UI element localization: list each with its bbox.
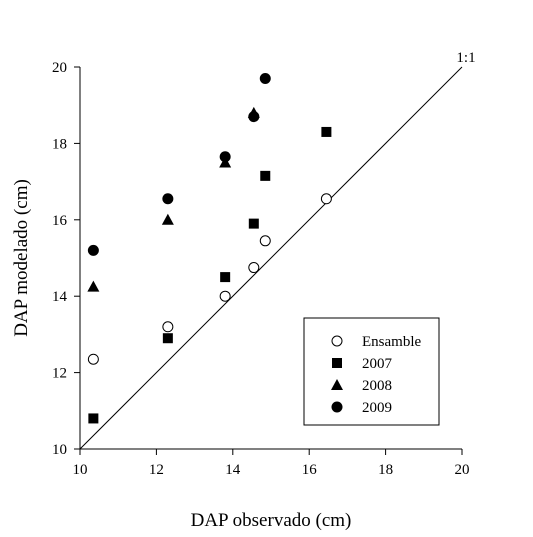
legend-label-2007: 2007: [362, 356, 393, 372]
legend-marker-2007: [332, 358, 342, 368]
point-2007: [162, 333, 173, 344]
point-2009: [259, 72, 271, 84]
data-points: [87, 72, 332, 424]
plot-area: 10 12 14 16 18 20 10 12 14 16 18 20 1:1: [52, 50, 476, 478]
y-tick-label: 16: [52, 213, 68, 229]
y-tick-label: 18: [52, 136, 67, 152]
point-ensamble: [162, 321, 174, 333]
point-2008: [161, 213, 174, 225]
legend-label-2008: 2008: [362, 378, 392, 394]
point-2009: [219, 151, 231, 163]
y-axis-title: DAP modelado (cm): [11, 179, 32, 337]
legend-box: [303, 317, 440, 426]
x-tick-label: 10: [73, 462, 88, 478]
point-ensamble: [320, 193, 332, 205]
point-ensamble: [248, 262, 260, 274]
legend-label-2009: 2009: [362, 400, 392, 416]
point-ensamble: [219, 290, 231, 302]
y-tick-label: 14: [52, 289, 68, 305]
x-axis-title: DAP observado (cm): [191, 510, 352, 531]
legend: Ensamble 2007 2008 2009: [303, 317, 440, 426]
y-tick-label: 10: [52, 442, 67, 458]
point-2007: [88, 413, 99, 424]
x-tick-label: 18: [378, 462, 393, 478]
point-2009: [162, 193, 174, 205]
point-ensamble: [87, 353, 99, 365]
point-2008: [87, 280, 100, 292]
x-tick-label: 20: [455, 462, 470, 478]
point-2007: [248, 218, 259, 229]
point-2007: [220, 272, 231, 283]
legend-label-ensamble: Ensamble: [362, 334, 421, 350]
point-2009: [87, 244, 99, 256]
legend-marker-2009: [331, 401, 343, 413]
point-ensamble: [259, 235, 271, 247]
legend-marker-ensamble: [331, 335, 343, 347]
y-axis-ticks: 10 12 14 16 18 20: [52, 60, 80, 458]
point-2009: [248, 111, 260, 123]
legend-entries: Ensamble 2007 2008 2009: [331, 334, 421, 416]
point-2007: [321, 126, 332, 137]
legend-marker-2008: [331, 379, 343, 390]
x-tick-label: 14: [225, 462, 241, 478]
one-to-one-label: 1:1: [456, 50, 475, 66]
y-tick-label: 20: [52, 60, 67, 76]
x-tick-label: 16: [302, 462, 318, 478]
y-tick-label: 12: [52, 366, 67, 382]
one-to-one-line: [79, 66, 463, 450]
x-axis-ticks: 10 12 14 16 18 20: [73, 449, 470, 478]
point-2007: [260, 170, 271, 181]
x-tick-label: 12: [149, 462, 164, 478]
